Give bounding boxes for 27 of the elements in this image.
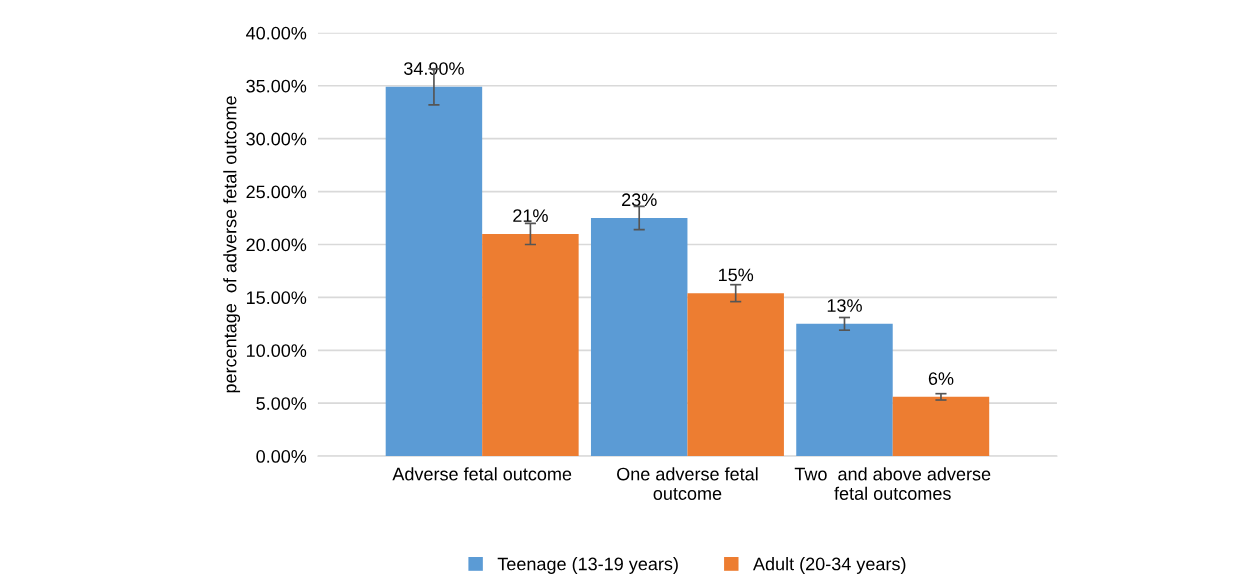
y-tick-label: 0.00% <box>256 450 307 463</box>
data-label: 13% <box>827 299 862 312</box>
data-label: 34.90% <box>404 62 464 75</box>
y-tick-label: 25.00% <box>246 185 307 199</box>
bar <box>590 218 688 457</box>
y-tick-label: 30.00% <box>246 132 307 146</box>
legend-label: Teenage (13-19 years) <box>497 557 678 574</box>
data-label: 15% <box>719 268 754 282</box>
x-tick-label: Two and above adverse fetal outcomes <box>794 467 991 500</box>
data-label: 6% <box>928 372 954 385</box>
legend-label: Adult (20-34 years) <box>753 557 906 574</box>
bar <box>796 323 893 457</box>
y-tick-label: 35.00% <box>246 79 307 93</box>
y-axis-title: percentage of adverse fetal outcome <box>223 96 241 393</box>
bar <box>385 86 483 457</box>
y-tick-label: 15.00% <box>246 291 307 305</box>
x-tick-label: Adverse fetal outcome <box>392 467 572 481</box>
data-label: 23% <box>622 193 657 207</box>
data-label: 21% <box>513 209 548 222</box>
x-tick-label: One adverse fetal outcome <box>617 467 758 500</box>
y-tick-label: 20.00% <box>246 238 307 252</box>
bar <box>687 293 784 457</box>
bar <box>482 233 579 457</box>
y-tick-label: 5.00% <box>256 397 307 410</box>
bar <box>892 396 990 457</box>
y-tick-label: 10.00% <box>246 344 307 358</box>
y-tick-label: 40.00% <box>246 26 307 40</box>
